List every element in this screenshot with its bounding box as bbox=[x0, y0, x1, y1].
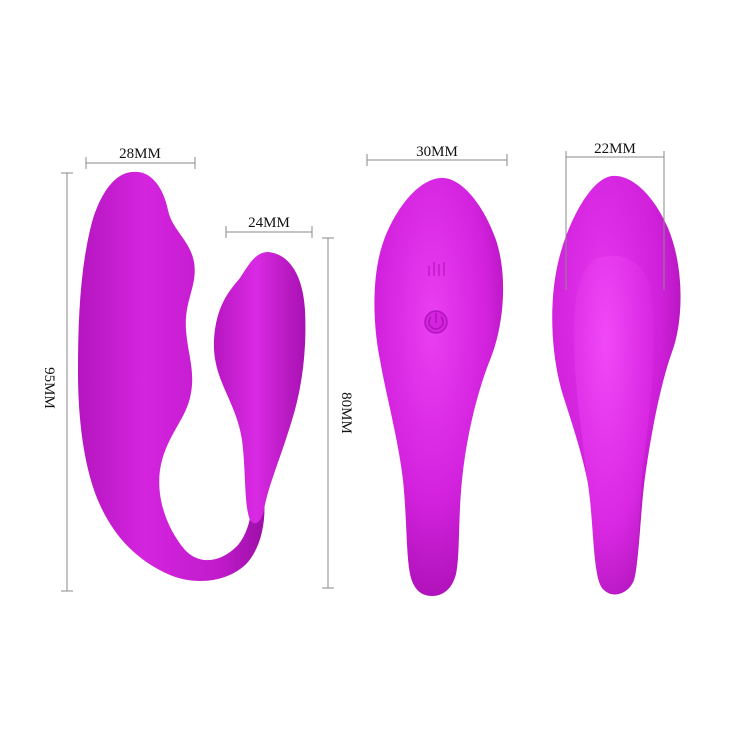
dimension-lines bbox=[61, 151, 665, 592]
side-view-arm bbox=[213, 252, 306, 524]
side-view bbox=[78, 171, 306, 582]
label-back-width: 22MM bbox=[594, 141, 636, 157]
vibration-wave-icon bbox=[428, 262, 445, 276]
power-icon bbox=[428, 313, 444, 330]
back-view bbox=[552, 175, 681, 595]
label-side-width-small: 24MM bbox=[248, 215, 290, 231]
side-view-body bbox=[78, 171, 265, 582]
power-button[interactable] bbox=[424, 310, 448, 334]
back-view-flap bbox=[573, 256, 655, 595]
front-view bbox=[374, 177, 504, 596]
label-front-width: 30MM bbox=[416, 144, 458, 160]
label-side-width-large: 28MM bbox=[119, 146, 161, 162]
label-side-height: 95MM bbox=[41, 367, 57, 409]
front-view-body bbox=[374, 177, 504, 596]
vibration-mode-icon[interactable] bbox=[428, 262, 445, 276]
label-inner-height: 80MM bbox=[338, 392, 354, 434]
